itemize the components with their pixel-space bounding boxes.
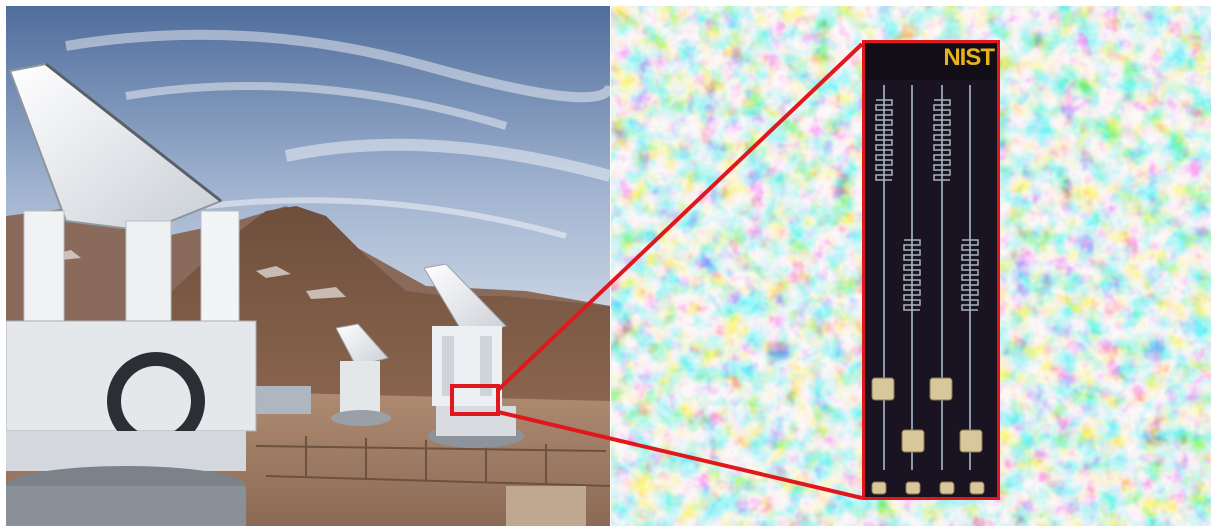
- nist-logo: NIST: [943, 44, 995, 71]
- highlight-box: [450, 384, 500, 416]
- building: [251, 386, 311, 414]
- detector-chip-icon: [862, 40, 1000, 500]
- telescope-scene: [6, 6, 610, 526]
- telescope-large: [6, 62, 257, 526]
- telescope-site-photo: [6, 6, 610, 526]
- telescope-small: [331, 323, 391, 426]
- foundation-block: [506, 486, 586, 526]
- detector-chip-inset: NIST: [862, 40, 1000, 500]
- meander-resonators: [875, 99, 979, 311]
- bond-pads: [871, 377, 985, 495]
